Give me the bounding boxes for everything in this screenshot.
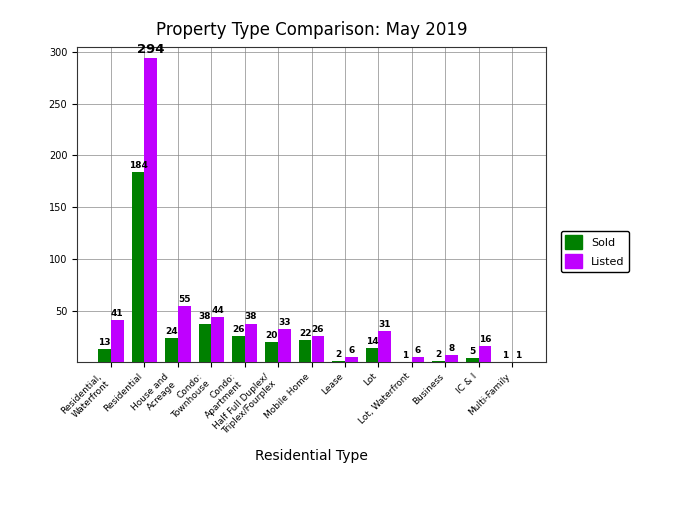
Bar [412, 357, 424, 363]
Bar [211, 317, 224, 363]
Bar [165, 338, 178, 363]
Text: 14: 14 [365, 337, 378, 346]
Bar [345, 357, 358, 363]
Text: 55: 55 [178, 295, 190, 304]
Bar [445, 355, 458, 363]
Text: 38: 38 [199, 312, 211, 322]
Text: 294: 294 [137, 43, 164, 56]
Text: 33: 33 [278, 317, 290, 327]
Bar [466, 358, 479, 363]
Text: 2: 2 [335, 350, 342, 359]
Bar [299, 340, 312, 363]
Text: 16: 16 [479, 335, 491, 344]
Bar [232, 336, 245, 363]
Text: 8: 8 [449, 344, 454, 353]
Text: 6: 6 [348, 346, 354, 355]
Text: 20: 20 [265, 331, 278, 340]
Bar [433, 361, 445, 363]
Text: 26: 26 [312, 325, 324, 334]
Bar [132, 172, 144, 363]
Text: 1: 1 [515, 351, 522, 360]
Bar [111, 321, 124, 363]
Bar [365, 348, 378, 363]
Text: 184: 184 [129, 161, 148, 170]
Text: 2: 2 [435, 350, 442, 359]
Bar [144, 58, 157, 363]
Bar [199, 324, 211, 363]
Bar [399, 362, 412, 363]
Text: 13: 13 [99, 338, 111, 347]
Text: 1: 1 [503, 351, 509, 360]
Text: 6: 6 [415, 346, 421, 355]
Text: 44: 44 [211, 306, 224, 315]
Bar [312, 336, 324, 363]
Text: 31: 31 [379, 320, 391, 329]
Bar [499, 362, 512, 363]
Text: 41: 41 [111, 309, 124, 318]
Text: 22: 22 [299, 329, 312, 338]
X-axis label: Residential Type: Residential Type [255, 449, 368, 463]
Bar [278, 329, 290, 363]
Text: 5: 5 [469, 347, 475, 356]
Bar [265, 342, 278, 363]
Bar [378, 331, 391, 363]
Bar [512, 362, 525, 363]
Text: 1: 1 [402, 351, 409, 360]
Title: Property Type Comparison: May 2019: Property Type Comparison: May 2019 [155, 21, 468, 39]
Text: 26: 26 [232, 325, 244, 334]
Bar [245, 324, 258, 363]
Bar [479, 346, 491, 363]
Text: 24: 24 [165, 327, 178, 336]
Text: 38: 38 [245, 312, 258, 322]
Bar [98, 349, 111, 363]
Legend: Sold, Listed: Sold, Listed [561, 231, 629, 272]
Bar [332, 361, 345, 363]
Bar [178, 306, 190, 363]
